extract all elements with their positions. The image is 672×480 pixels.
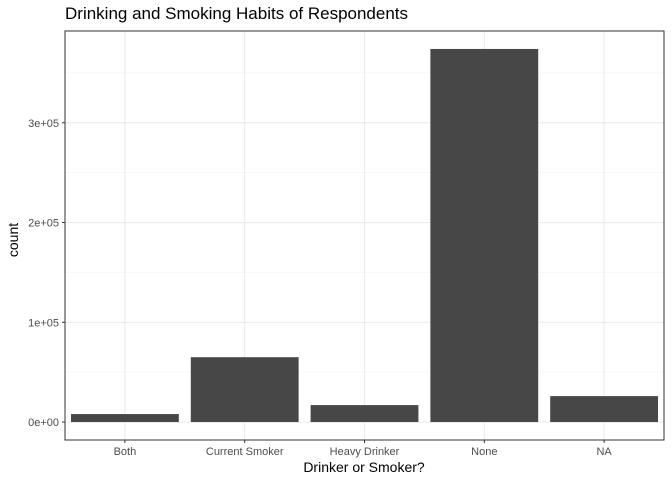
bar: [550, 396, 659, 423]
y-tick-label: 3e+05: [28, 118, 59, 130]
bars: [70, 48, 659, 423]
bar: [310, 405, 419, 423]
y-tick-label: 1e+05: [28, 317, 59, 329]
y-tick-label: 2e+05: [28, 218, 59, 230]
bar: [430, 48, 539, 423]
x-tick-label: None: [471, 446, 497, 458]
x-tick-label: Both: [114, 446, 137, 458]
y-axis-title: count: [5, 222, 21, 258]
x-axis-ticks: Both Current Smoker Heavy Drinker None NA: [114, 440, 612, 458]
chart-title: Drinking and Smoking Habits of Responden…: [65, 4, 409, 23]
x-tick-label: Current Smoker: [206, 446, 284, 458]
major-gridlines: [65, 31, 664, 440]
x-axis-title: Drinker or Smoker?: [303, 459, 425, 475]
bar: [70, 414, 179, 423]
x-tick-label: Heavy Drinker: [330, 446, 400, 458]
y-axis-ticks: 0e+00 1e+05 2e+05 3e+05: [28, 118, 65, 429]
bar: [190, 357, 299, 423]
y-tick-label: 0e+00: [28, 417, 59, 429]
x-tick-label: NA: [596, 446, 612, 458]
